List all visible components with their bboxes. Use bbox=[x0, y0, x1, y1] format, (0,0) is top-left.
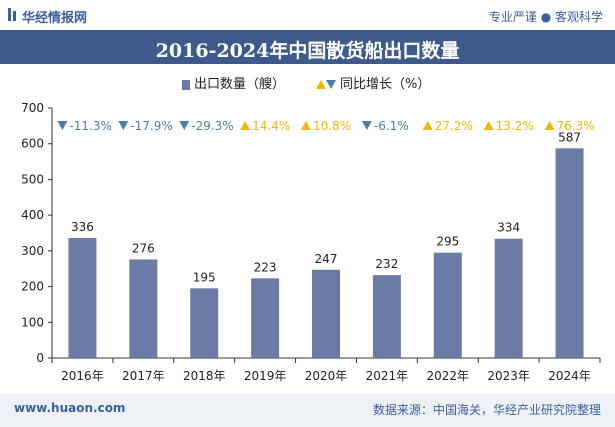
bar-value-label: 295 bbox=[436, 235, 459, 249]
legend-item-growth: 同比增长（%） bbox=[316, 73, 430, 92]
bar-value-label: 232 bbox=[375, 257, 398, 271]
legend-bar-swatch bbox=[182, 79, 190, 90]
growth-label: -11.3% bbox=[69, 119, 111, 133]
growth-up-triangle-icon bbox=[544, 121, 555, 130]
x-tick-label: 2019年 bbox=[244, 369, 287, 383]
growth-down-triangle-icon bbox=[361, 121, 372, 130]
chart-legend: 出口数量（艘） 同比增长（%） bbox=[0, 73, 615, 93]
x-tick-label: 2023年 bbox=[487, 369, 530, 383]
down-triangle-icon bbox=[326, 80, 336, 89]
bar-value-label: 334 bbox=[497, 221, 520, 235]
bar-value-label: 276 bbox=[132, 241, 155, 255]
bar bbox=[190, 288, 219, 358]
bar bbox=[555, 148, 584, 358]
bar-value-label: 587 bbox=[558, 130, 581, 144]
y-tick-label: 100 bbox=[21, 315, 44, 329]
x-tick-label: 2016年 bbox=[61, 369, 104, 383]
bar bbox=[312, 269, 340, 358]
bar bbox=[68, 238, 97, 358]
y-tick-label: 400 bbox=[21, 208, 44, 222]
y-tick-label: 700 bbox=[21, 101, 44, 115]
bar-value-label: 223 bbox=[254, 260, 277, 274]
y-tick-label: 600 bbox=[21, 137, 44, 151]
bar bbox=[433, 252, 462, 358]
growth-label: 76.3% bbox=[557, 119, 595, 133]
up-triangle-icon bbox=[316, 80, 326, 89]
x-tick-label: 2022年 bbox=[427, 369, 470, 383]
growth-down-triangle-icon bbox=[57, 121, 68, 130]
y-tick-label: 500 bbox=[21, 172, 44, 186]
brand-logo-icon bbox=[8, 8, 16, 21]
bar bbox=[372, 275, 401, 358]
legend-growth-label: 同比增长（%） bbox=[340, 77, 431, 92]
growth-down-triangle-icon bbox=[118, 121, 129, 130]
brand-tagline: 专业严谨 ● 客观科学 bbox=[488, 10, 603, 24]
x-tick-label: 2021年 bbox=[366, 369, 409, 383]
y-tick-label: 300 bbox=[21, 244, 44, 258]
bar-value-label: 336 bbox=[71, 220, 94, 234]
y-tick-label: 0 bbox=[36, 351, 44, 365]
bar bbox=[251, 278, 280, 358]
growth-down-triangle-icon bbox=[179, 121, 190, 130]
x-tick-label: 2020年 bbox=[305, 369, 348, 383]
x-tick-label: 2017年 bbox=[122, 369, 165, 383]
growth-up-triangle-icon bbox=[422, 121, 433, 130]
growth-label: 10.8% bbox=[313, 119, 351, 133]
title-bar bbox=[0, 30, 615, 64]
footer-website: www.huaon.com bbox=[14, 401, 126, 415]
brand-name: 华经情报网 bbox=[22, 11, 88, 26]
growth-label: -29.3% bbox=[191, 119, 233, 133]
y-tick-label: 200 bbox=[21, 280, 44, 294]
bar bbox=[494, 238, 523, 358]
growth-label: 14.4% bbox=[252, 119, 290, 133]
x-tick-label: 2018年 bbox=[183, 369, 226, 383]
footer-source: 数据来源：中国海关，华经产业研究院整理 bbox=[372, 403, 601, 417]
growth-label: 13.2% bbox=[496, 119, 534, 133]
growth-up-triangle-icon bbox=[240, 121, 251, 130]
growth-up-triangle-icon bbox=[483, 121, 494, 130]
growth-up-triangle-icon bbox=[301, 121, 311, 130]
legend-item-export: 出口数量（艘） bbox=[182, 73, 285, 92]
x-tick-label: 2024年 bbox=[548, 369, 591, 383]
growth-label: -6.1% bbox=[374, 119, 409, 133]
footer-bar bbox=[0, 394, 615, 427]
top-header: 华经情报网 专业严谨 ● 客观科学 bbox=[0, 0, 615, 30]
legend-export-label: 出口数量（艘） bbox=[194, 77, 286, 92]
bar bbox=[129, 259, 158, 358]
chart-title: 2016-2024年中国散货船出口数量 bbox=[155, 40, 460, 62]
growth-label: 27.2% bbox=[435, 119, 473, 133]
growth-label: -17.9% bbox=[130, 119, 172, 133]
bar-value-label: 195 bbox=[193, 270, 216, 284]
bar-value-label: 247 bbox=[315, 252, 338, 266]
